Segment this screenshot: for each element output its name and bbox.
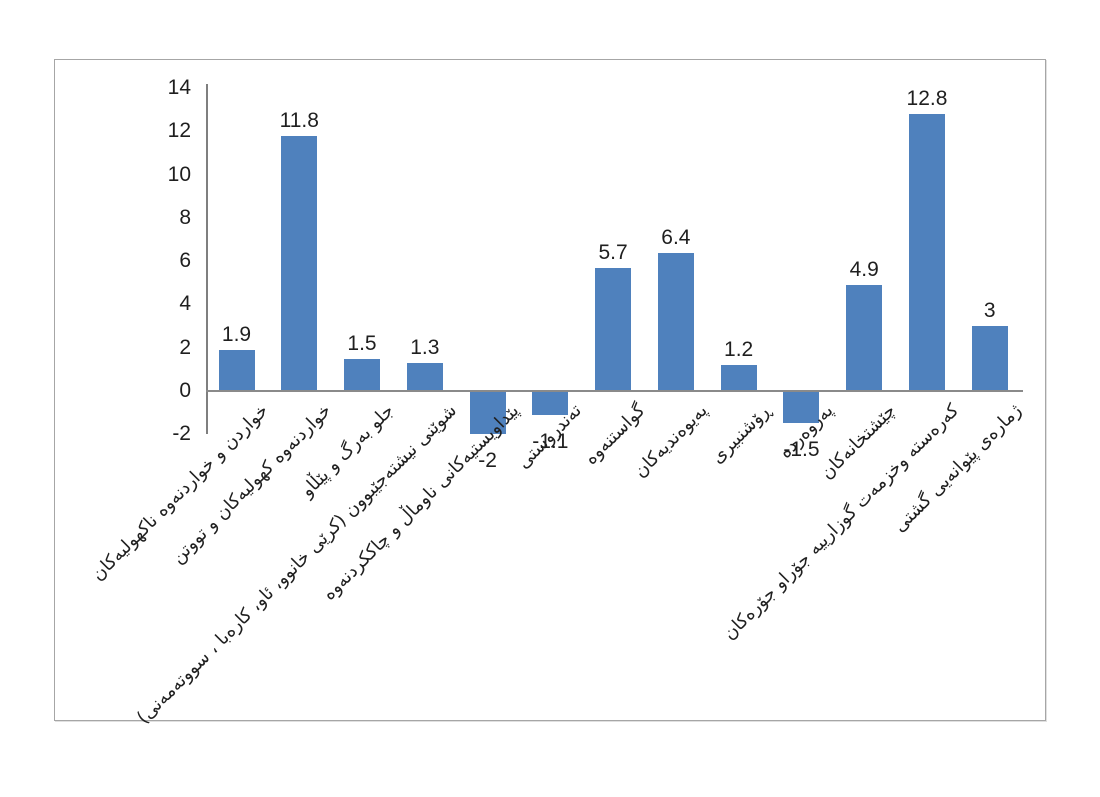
bar xyxy=(406,362,443,391)
y-axis-tick-label: 8 xyxy=(179,205,191,229)
y-axis-tick-label: 10 xyxy=(167,162,191,186)
bar xyxy=(908,114,945,391)
bar-value-label: 1.9 xyxy=(221,322,252,346)
bar xyxy=(595,267,632,391)
bar xyxy=(971,326,1008,391)
bar-value-label: 5.7 xyxy=(598,240,628,264)
bar-value-label: 6.4 xyxy=(661,225,691,249)
y-axis-tick-label: 2 xyxy=(179,335,191,359)
x-axis-line xyxy=(206,390,1023,392)
bar xyxy=(532,391,569,415)
bar xyxy=(218,349,255,391)
bar xyxy=(281,135,318,391)
bar-value-label: -2 xyxy=(478,449,497,473)
category-axis-label: کەرەستە وخزمەت گوزارییە جۆراو جۆرەکان xyxy=(718,400,963,645)
y-axis-tick-label: -2 xyxy=(172,422,191,446)
bar-value-label: 1.3 xyxy=(410,335,440,359)
bar-value-label: 4.9 xyxy=(849,257,879,281)
bar xyxy=(344,358,381,391)
bar xyxy=(657,252,694,391)
y-axis-tick-label: 12 xyxy=(167,119,191,143)
bar-value-label: 3 xyxy=(983,299,996,323)
bar-value-label: 1.5 xyxy=(347,331,377,355)
y-axis-tick-label: 14 xyxy=(167,76,191,100)
y-axis-line xyxy=(206,84,208,435)
bar-value-label: 1.2 xyxy=(724,338,754,362)
bar xyxy=(783,391,820,424)
y-axis-tick-label: 4 xyxy=(179,292,191,316)
bar xyxy=(720,365,757,391)
bar-value-label: 11.8 xyxy=(279,108,319,132)
bar-value-label: -1.1 xyxy=(532,429,569,453)
bar-value-label: -1.5 xyxy=(783,438,820,462)
y-axis-tick-label: 6 xyxy=(179,249,191,273)
chart-frame: 14 12 10 8 6 4 2 0 -2 1.9 11.8 1.5 1.3 -2 -1.1 5.7 6.4 1.… xyxy=(54,59,1046,728)
y-axis-tick-label: 0 xyxy=(179,379,191,402)
bar-value-label: 12.8 xyxy=(906,87,948,110)
bar xyxy=(469,391,506,435)
bar xyxy=(846,284,883,391)
